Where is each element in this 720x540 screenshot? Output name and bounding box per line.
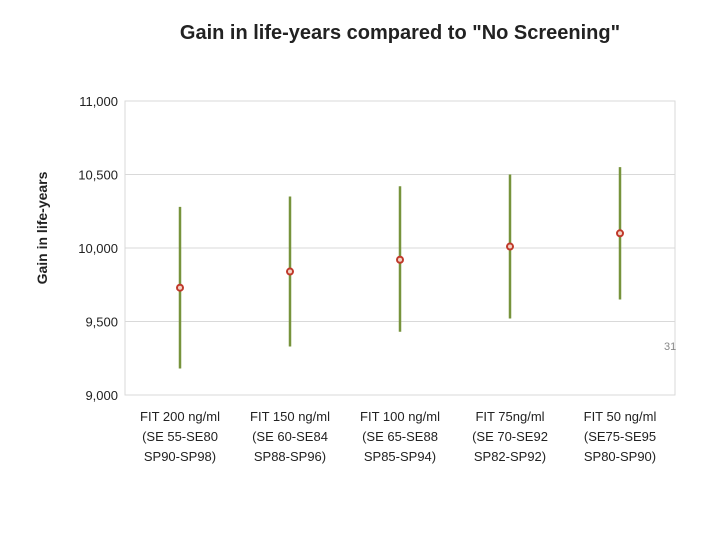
- data-point: [176, 283, 184, 292]
- y-tick-label: 11,000: [79, 94, 118, 109]
- y-tick-label: 10,500: [78, 168, 118, 183]
- x-category-label: (SE 65-SE88: [362, 429, 438, 444]
- x-category-label: (SE 55-SE80: [142, 429, 218, 444]
- x-category-label: (SE 70-SE92: [472, 429, 548, 444]
- x-category-label: (SE 60-SE84: [252, 429, 328, 444]
- data-point: [286, 267, 294, 276]
- data-point: [616, 229, 624, 238]
- chart-title: Gain in life-years compared to "No Scree…: [179, 22, 621, 44]
- x-category-label: SP82-SP92): [474, 449, 546, 464]
- x-category-label: FIT 150 ng/ml: [250, 409, 330, 424]
- x-category-label: FIT 200 ng/ml: [140, 409, 220, 424]
- page-number: 31: [664, 341, 677, 353]
- x-category-label: FIT 75ng/ml: [475, 409, 544, 424]
- y-tick-label: 10,000: [78, 241, 118, 256]
- x-category-label: SP90-SP98): [144, 449, 216, 464]
- data-point: [396, 255, 404, 264]
- x-category-label: SP88-SP96): [254, 449, 326, 464]
- data-point: [506, 242, 514, 251]
- x-category-label: SP85-SP94): [364, 449, 436, 464]
- x-category-label: (SE75-SE95: [584, 429, 656, 444]
- x-category-label: FIT 50 ng/ml: [584, 409, 657, 424]
- y-tick-label: 9,500: [85, 315, 118, 330]
- x-category-label: FIT 100 ng/ml: [360, 409, 440, 424]
- y-tick-label: 9,000: [85, 388, 118, 403]
- x-category-label: SP80-SP90): [584, 449, 656, 464]
